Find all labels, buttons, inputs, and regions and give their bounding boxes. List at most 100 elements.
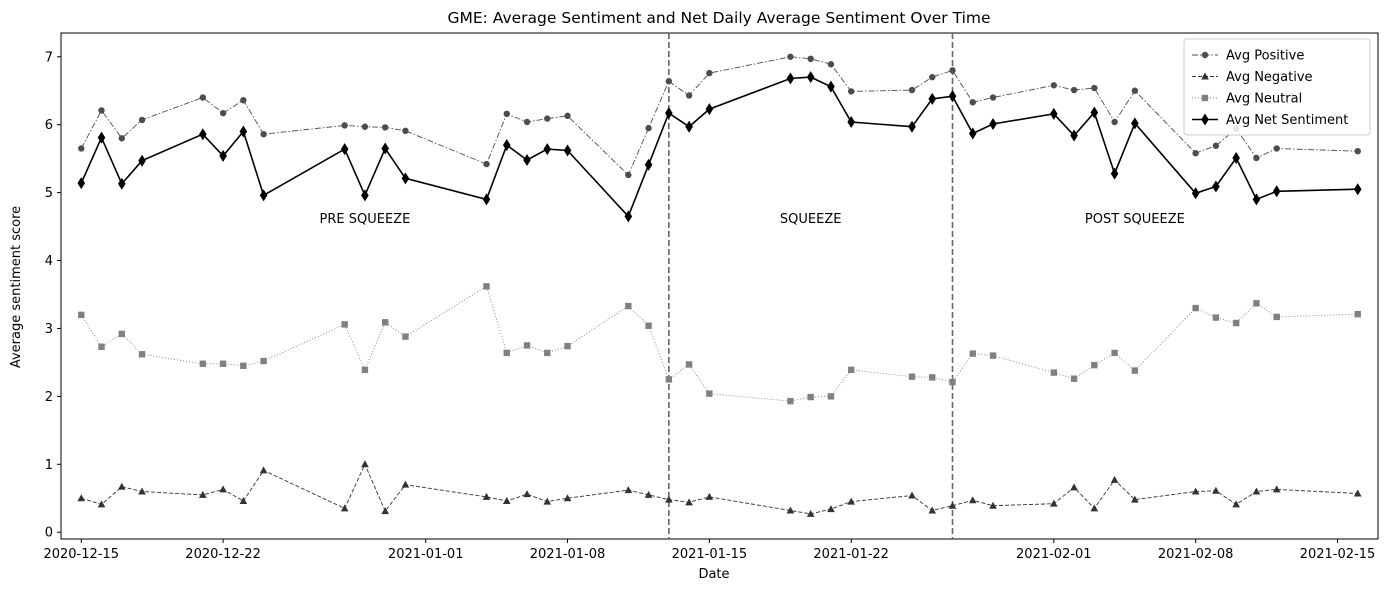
avg-neutral-point — [1091, 361, 1098, 369]
avg-net-sentiment-point — [239, 125, 248, 138]
avg-negative-point — [502, 496, 511, 504]
avg-negative-point — [361, 460, 369, 468]
avg-neutral-point — [564, 342, 571, 350]
legend-box — [1183, 38, 1371, 136]
avg-positive-point — [341, 122, 348, 129]
legend: Avg Positive Avg Negative Avg Neutral Avg N… — [1183, 38, 1371, 136]
avg-net-sentiment-point — [989, 118, 997, 131]
avg-negative-point — [968, 496, 977, 504]
avg-neutral-point — [523, 342, 531, 349]
avg-positive-line — [80, 56, 1358, 176]
x-tick-label: 2021-02-01 — [1016, 547, 1092, 562]
avg-negative-point — [786, 506, 795, 514]
avg-neutral-point — [1232, 319, 1240, 327]
avg-neutral-point — [1212, 314, 1220, 321]
period-label: SQUEEZE — [780, 212, 842, 227]
y-tick-label: 4 — [45, 254, 53, 269]
avg-negative-point — [948, 501, 957, 509]
avg-net-sentiment-point — [1252, 193, 1261, 206]
x-tick-label: 2021-01-08 — [530, 547, 606, 562]
avg-net-sentiment-point — [502, 139, 511, 152]
avg-neutral-line — [80, 285, 1358, 402]
avg-negative-point — [482, 492, 491, 500]
avg-negative-line — [81, 463, 1358, 515]
avg-positive-series — [78, 53, 1361, 179]
avg-net-sentiment-point — [827, 80, 835, 93]
avg-net-sentiment-point — [665, 107, 673, 120]
avg-net-sentiment-point — [199, 128, 207, 141]
avg-net-sentiment-point — [259, 189, 268, 202]
avg-net-sentiment-point — [908, 120, 916, 133]
avg-negative-point — [239, 496, 248, 504]
legend-marker — [1201, 51, 1209, 59]
avg-net-sentiment-point — [97, 131, 106, 144]
avg-negative-point — [401, 480, 410, 488]
avg-neutral-point — [1050, 369, 1058, 376]
avg-positive-point — [98, 107, 105, 114]
avg-negative-point — [543, 497, 552, 505]
avg-net-sentiment-series — [77, 71, 1362, 223]
avg-neutral-point — [503, 349, 510, 357]
avg-positive-point — [665, 78, 673, 85]
avg-negative-point — [989, 501, 997, 509]
avg-neutral-point — [483, 283, 490, 290]
avg-negative-point — [340, 504, 349, 512]
legend-label: Avg Neutral — [1226, 92, 1302, 107]
avg-net-sentiment-point — [806, 71, 815, 84]
avg-negative-point — [523, 490, 531, 498]
avg-neutral-point — [219, 360, 227, 367]
avg-negative-point — [665, 495, 673, 503]
legend-marker — [1201, 72, 1209, 80]
avg-positive-point — [483, 160, 490, 168]
x-tick-label: 2020-12-22 — [185, 547, 261, 562]
avg-neutral-point — [1111, 349, 1118, 357]
avg-positive-point — [402, 127, 409, 135]
avg-negative-point — [1070, 483, 1078, 491]
x-tick-label: 2021-02-08 — [1158, 547, 1234, 562]
avg-negative-point — [117, 482, 126, 490]
y-tick-label: 2 — [45, 390, 53, 405]
plot-area: 2020-12-15 2020-12-22 2021-01-01 2021-01-08… — [43, 32, 1379, 562]
avg-neutral-point — [260, 357, 267, 365]
avg-neutral-point — [827, 393, 835, 400]
avg-net-sentiment-point — [1353, 183, 1362, 196]
avg-net-sentiment-point — [644, 158, 653, 171]
avg-neutral-point — [118, 330, 125, 338]
avg-neutral-point — [98, 343, 105, 350]
avg-negative-point — [1090, 504, 1099, 512]
avg-negative-point — [1212, 486, 1220, 494]
y-tick-label: 6 — [45, 118, 53, 133]
avg-positive-point — [564, 112, 571, 120]
avg-net-sentiment-point — [401, 172, 410, 185]
avg-positive-point — [138, 116, 146, 124]
avg-neutral-series — [78, 283, 1361, 405]
avg-neutral-point — [381, 319, 389, 326]
avg-net-sentiment-point — [1050, 107, 1058, 120]
avg-positive-point — [1091, 84, 1098, 92]
avg-positive-point — [787, 53, 794, 60]
avg-negative-point — [1353, 489, 1362, 497]
avg-negative-point — [1110, 475, 1119, 483]
avg-neutral-point — [685, 361, 693, 368]
legend-label: Avg Negative — [1226, 70, 1313, 85]
x-tick-label: 2020-12-15 — [43, 547, 119, 562]
avg-positive-point — [1273, 145, 1280, 152]
avg-negative-point — [97, 500, 106, 508]
avg-neutral-point — [1070, 375, 1078, 382]
avg-negative-point — [1191, 487, 1200, 495]
avg-negative-point — [624, 486, 633, 494]
avg-neutral-point — [138, 351, 146, 358]
x-tick-label: 2021-01-01 — [388, 547, 464, 562]
x-tick-label: 2021-02-15 — [1300, 547, 1376, 562]
legend-label: Avg Net Sentiment — [1226, 113, 1348, 128]
avg-negative-point — [1272, 485, 1281, 493]
avg-neutral-point — [402, 333, 409, 340]
avg-neutral-point — [645, 322, 652, 329]
avg-positive-point — [969, 99, 976, 106]
avg-net-sentiment-point — [685, 120, 693, 133]
avg-neutral-point — [544, 349, 551, 357]
avg-net-sentiment-point — [786, 72, 795, 85]
avg-positive-point — [625, 171, 632, 179]
avg-positive-point — [361, 123, 369, 130]
